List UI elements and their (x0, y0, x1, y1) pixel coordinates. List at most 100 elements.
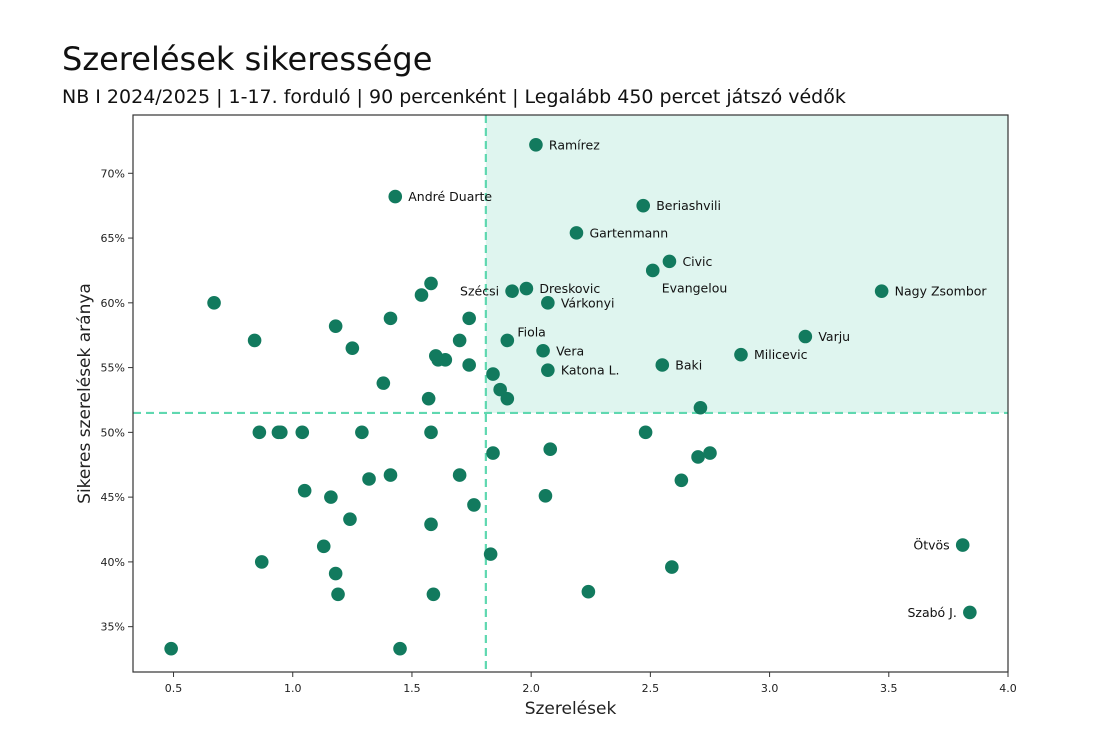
point-label: Nagy Zsombor (895, 284, 988, 299)
data-point (297, 483, 312, 498)
x-tick-label: 2.0 (522, 682, 540, 695)
data-point (421, 391, 436, 406)
point-label: Dreskovic (539, 281, 600, 296)
data-point (703, 446, 717, 460)
plot-frame (132, 114, 1009, 673)
data-point (665, 560, 679, 574)
data-point (438, 353, 453, 367)
x-tick-label: 0.5 (165, 682, 183, 695)
x-tick-label: 1.5 (403, 682, 421, 695)
data-point (388, 189, 403, 204)
data-point (519, 281, 534, 296)
point-label: Ötvös (913, 537, 949, 553)
data-point (536, 343, 550, 358)
data-point (207, 296, 221, 310)
data-point (274, 425, 288, 440)
y-tick-label: 70% (101, 167, 125, 180)
data-point (538, 489, 553, 503)
x-tick-label: 3.0 (761, 682, 779, 695)
data-point (316, 539, 331, 554)
data-point (798, 329, 813, 344)
data-point (328, 319, 343, 333)
data-point (955, 538, 970, 552)
data-point (505, 284, 519, 298)
data-point (662, 254, 677, 269)
data-point (874, 284, 889, 298)
data-points (164, 137, 977, 656)
data-point (164, 641, 178, 656)
chart-subtitle: NB I 2024/2025 | 1-17. forduló | 90 perc… (62, 86, 846, 108)
y-tick-label: 65% (101, 232, 125, 245)
data-point (734, 347, 748, 362)
data-point (345, 341, 360, 355)
y-axis-label: Sikeres szerelések aránya (75, 283, 95, 504)
data-point (252, 425, 267, 440)
point-label: Evangelou (662, 280, 728, 295)
y-tick-label: 60% (101, 297, 125, 310)
data-point (424, 425, 438, 440)
x-axis: 0.5 1.0 1.5 2.0 2.5 3.0 3.5 4.0 (165, 672, 1017, 695)
data-point (331, 587, 345, 602)
data-point (581, 584, 596, 599)
data-point (424, 276, 438, 291)
y-tick-label: 45% (101, 491, 125, 504)
y-tick-label: 55% (101, 362, 125, 375)
y-tick-label: 40% (101, 556, 125, 569)
data-point (638, 425, 653, 440)
data-point (541, 363, 555, 377)
data-point (500, 333, 515, 348)
x-tick-label: 1.0 (284, 682, 302, 695)
data-point (529, 137, 543, 152)
data-point (674, 473, 689, 488)
data-point (462, 358, 476, 372)
data-point (452, 468, 467, 482)
data-point (424, 517, 438, 532)
x-axis-label: Szerelések (525, 699, 617, 719)
point-label: Civic (682, 254, 712, 269)
point-labels: Ramírez André Duarte Beriashvili Gartenmann… (408, 137, 987, 620)
y-tick-label: 35% (101, 621, 125, 634)
data-point (963, 605, 977, 620)
data-point (486, 446, 500, 460)
data-point (426, 587, 441, 602)
point-label: Várkonyi (561, 295, 615, 310)
reference-lines (133, 115, 1008, 672)
y-axis: 35% 40% 45% 50% 55% 60% 65% 70% (101, 167, 133, 634)
data-point (693, 400, 708, 415)
data-point (254, 555, 269, 569)
data-point (343, 512, 357, 526)
data-point (541, 296, 555, 310)
data-point (543, 442, 558, 457)
point-label: Szécsi (460, 284, 499, 299)
point-label: Fiola (517, 324, 546, 339)
data-point (655, 358, 670, 372)
data-point (376, 376, 391, 390)
point-label: Ramírez (549, 137, 600, 152)
data-point (393, 641, 407, 656)
data-point (486, 367, 500, 381)
data-point (328, 566, 343, 581)
point-label: André Duarte (408, 189, 492, 204)
data-point (636, 198, 651, 213)
point-label: Baki (675, 358, 702, 373)
data-point (295, 425, 310, 440)
point-label: Milicevic (754, 347, 808, 362)
chart-title: Szerelések sikeressége (62, 40, 433, 78)
data-point (383, 311, 398, 326)
data-point (645, 263, 660, 278)
data-point (452, 333, 467, 348)
point-label: Beriashvili (656, 198, 721, 213)
point-label: Szabó J. (907, 605, 956, 620)
data-point (483, 547, 498, 561)
point-label: Gartenmann (589, 225, 668, 240)
data-point (247, 333, 262, 348)
x-tick-label: 4.0 (999, 682, 1017, 695)
data-point (462, 311, 476, 326)
data-point (355, 425, 369, 440)
point-label: Varju (818, 329, 850, 344)
x-tick-label: 2.5 (642, 682, 660, 695)
data-point (383, 468, 398, 482)
data-point (569, 226, 584, 240)
data-point (691, 450, 705, 464)
